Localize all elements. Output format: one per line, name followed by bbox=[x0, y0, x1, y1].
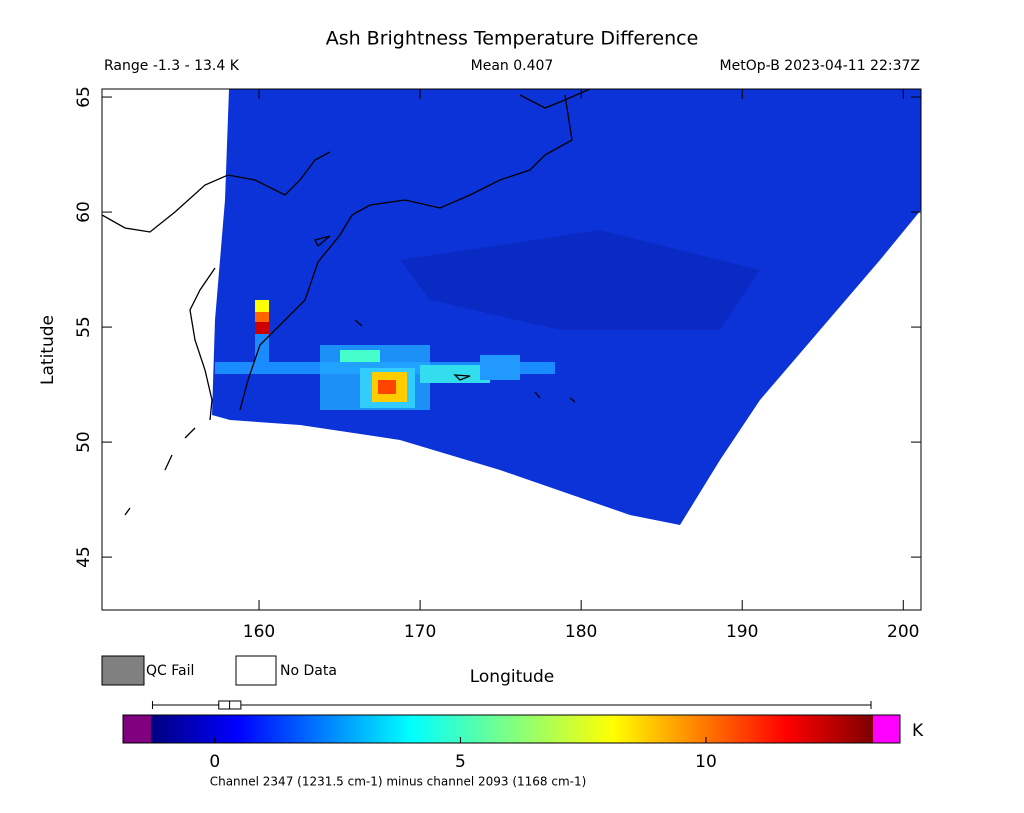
x-tick-label: 180 bbox=[565, 622, 597, 642]
colorbar-tick-label: 10 bbox=[695, 752, 717, 772]
legend-label: QC Fail bbox=[146, 663, 194, 679]
colorbar-under bbox=[123, 715, 151, 743]
satellite-info: MetOp-B 2023-04-11 22:37Z bbox=[720, 58, 920, 74]
map-layer bbox=[102, 89, 921, 525]
x-axis-label: Longitude bbox=[470, 667, 555, 687]
legend-swatch-nodata bbox=[235, 655, 277, 686]
colorbar-caption: Channel 2347 (1231.5 cm-1) minus channel… bbox=[210, 775, 587, 789]
colorbar-unit: K bbox=[912, 721, 924, 741]
legend-swatch-qc bbox=[101, 655, 145, 686]
coastline bbox=[102, 89, 591, 516]
x-tick-label: 200 bbox=[887, 622, 919, 642]
y-axis-label: Latitude bbox=[38, 315, 58, 385]
y-tick-label: 60 bbox=[74, 201, 94, 223]
y-tick-label: 55 bbox=[74, 316, 94, 338]
swath-dark bbox=[400, 230, 760, 330]
x-tick-label: 190 bbox=[726, 622, 758, 642]
colorbar-ramp bbox=[150, 715, 873, 743]
colorbar-tick-label: 5 bbox=[455, 752, 466, 772]
y-tick-label: 50 bbox=[74, 431, 94, 453]
legend-label: No Data bbox=[280, 663, 337, 679]
x-tick-label: 160 bbox=[243, 622, 275, 642]
plot-frame bbox=[101, 88, 922, 611]
colorbar-tick-label: 0 bbox=[209, 752, 220, 772]
y-tick-label: 65 bbox=[74, 86, 94, 108]
range-info: Range -1.3 - 13.4 K bbox=[104, 58, 240, 74]
colorbar-over bbox=[872, 715, 900, 743]
colorbar-frame bbox=[122, 714, 901, 744]
ash-plume bbox=[215, 300, 555, 410]
x-tick-label: 170 bbox=[404, 622, 436, 642]
title: Ash Brightness Temperature Difference bbox=[326, 28, 699, 50]
y-tick-label: 45 bbox=[74, 546, 94, 568]
mean-info: Mean 0.407 bbox=[471, 58, 554, 74]
